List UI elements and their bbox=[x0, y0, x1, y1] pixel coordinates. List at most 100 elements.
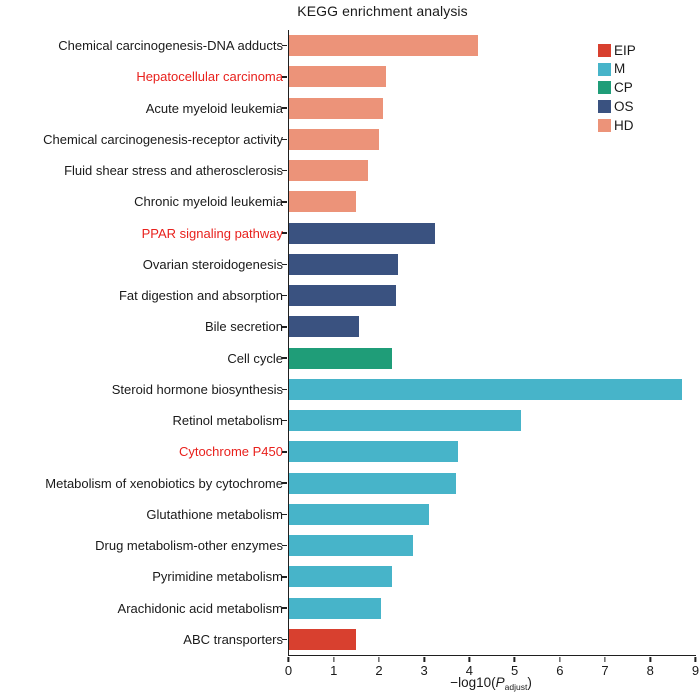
legend-label: M bbox=[614, 61, 626, 77]
legend-item-cp: CP bbox=[598, 79, 636, 98]
x-axis-label-suffix: ) bbox=[527, 675, 532, 690]
bar-os bbox=[288, 253, 398, 275]
category-label: Metabolism of xenobiotics by cytochrome bbox=[45, 475, 283, 491]
bar-hd bbox=[288, 160, 368, 182]
category-label: Cytochrome P450 bbox=[178, 444, 283, 460]
bar-row bbox=[282, 311, 696, 342]
bar-row bbox=[282, 436, 696, 467]
bar-row bbox=[282, 499, 696, 530]
x-tick-group: 8 bbox=[646, 656, 654, 678]
y-axis-tick bbox=[282, 576, 287, 578]
y-axis-tick bbox=[282, 76, 287, 78]
category-label: Cell cycle bbox=[227, 350, 283, 366]
category-label: Fat digestion and absorption bbox=[118, 288, 283, 304]
x-tick-group: 5 bbox=[510, 656, 519, 678]
x-tick-label: 6 bbox=[556, 662, 564, 678]
y-axis-tick bbox=[282, 169, 287, 172]
legend-swatch-icon bbox=[598, 100, 611, 114]
x-axis-label-p: P bbox=[495, 675, 505, 690]
category-labels: Chemical carcinogenesis-DNA adducts Hepat… bbox=[0, 30, 283, 655]
bar-os bbox=[288, 285, 397, 307]
x-tick-group: 9 bbox=[691, 656, 700, 678]
bars-container bbox=[282, 30, 696, 655]
category-label: Arachidonic acid metabolism bbox=[117, 600, 283, 616]
y-axis-tick bbox=[282, 513, 287, 516]
y-axis-tick bbox=[282, 326, 287, 328]
x-tick-group: 2 bbox=[375, 656, 383, 677]
legend-label: HD bbox=[614, 117, 634, 133]
y-axis-tick bbox=[282, 357, 287, 359]
category-label: Steroid hormone biosynthesis bbox=[111, 381, 283, 397]
x-tick-group: 7 bbox=[601, 656, 609, 678]
bar-hd bbox=[288, 191, 357, 213]
category-label: Drug metabolism-other enzymes bbox=[95, 538, 283, 554]
category-label: Ovarian steroidogenesis bbox=[142, 256, 283, 272]
bar-row bbox=[282, 93, 696, 124]
bar-hd bbox=[288, 35, 479, 57]
x-axis-tick bbox=[649, 656, 652, 662]
x-tick-label: 5 bbox=[510, 662, 519, 678]
bar-row bbox=[282, 186, 696, 217]
y-axis-tick bbox=[282, 607, 287, 609]
category-label: Chemical carcinogenesis-receptor activit… bbox=[43, 131, 283, 147]
category-label: Chemical carcinogenesis-DNA adducts bbox=[58, 38, 283, 54]
x-tick-group: 1 bbox=[330, 656, 338, 678]
legend-swatch-icon bbox=[598, 119, 611, 133]
x-tick-group: 3 bbox=[421, 656, 428, 677]
category-label: Bile secretion bbox=[204, 319, 283, 335]
x-tick-label: 8 bbox=[646, 662, 654, 678]
legend-swatch-icon bbox=[598, 62, 611, 76]
legend-label: EIP bbox=[614, 42, 636, 58]
legend-item-m: M bbox=[598, 60, 636, 79]
x-axis-tick bbox=[332, 656, 335, 662]
legend-label: OS bbox=[614, 99, 634, 115]
category-label: Chronic myeloid leukemia bbox=[134, 194, 283, 210]
bar-m bbox=[288, 503, 429, 525]
y-axis-tick bbox=[282, 638, 287, 641]
bar-os bbox=[288, 316, 359, 338]
x-tick-label: 4 bbox=[465, 662, 473, 678]
bar-row bbox=[282, 218, 696, 249]
bar-row bbox=[282, 249, 696, 280]
x-axis-label-subscript: adjust bbox=[504, 682, 528, 692]
y-axis-tick bbox=[282, 419, 287, 422]
x-axis-tick bbox=[378, 656, 380, 662]
bar-row bbox=[282, 593, 696, 624]
bar-m bbox=[288, 410, 522, 432]
bar-row bbox=[282, 124, 696, 155]
bar-row bbox=[282, 624, 696, 655]
category-label: Retinol metabolism bbox=[172, 413, 283, 429]
bar-m bbox=[288, 441, 459, 463]
y-axis-tick bbox=[282, 482, 287, 484]
y-axis-tick bbox=[282, 388, 287, 391]
category-label: Pyrimidine metabolism bbox=[152, 569, 283, 585]
bar-row bbox=[282, 374, 696, 405]
bar-row bbox=[282, 30, 696, 61]
bar-row bbox=[282, 61, 696, 92]
legend-item-eip: EIP bbox=[598, 41, 636, 60]
category-label: Glutathione metabolism bbox=[146, 506, 283, 522]
x-tick-group: 4 bbox=[465, 656, 473, 678]
x-axis-tick bbox=[287, 656, 290, 662]
legend-label: CP bbox=[614, 80, 633, 96]
x-tick-label: 1 bbox=[330, 662, 338, 678]
bar-m bbox=[288, 597, 382, 619]
x-tick-group: 0 bbox=[284, 656, 293, 678]
y-axis-tick bbox=[282, 138, 287, 141]
y-axis-tick bbox=[282, 201, 287, 203]
x-tick-label: 0 bbox=[284, 662, 293, 678]
legend-item-hd: HD bbox=[598, 116, 636, 135]
bar-eip bbox=[288, 628, 357, 650]
bar-cp bbox=[288, 347, 392, 369]
x-axis-label-prefix: −log10( bbox=[450, 675, 496, 690]
bar-row bbox=[282, 405, 696, 436]
y-axis-tick bbox=[282, 107, 287, 109]
legend-swatch-icon bbox=[598, 43, 611, 57]
x-tick-label: 9 bbox=[691, 662, 700, 678]
legend: EIP M CP OS HD bbox=[598, 41, 636, 135]
bar-row bbox=[282, 343, 696, 374]
bar-m bbox=[288, 378, 682, 400]
plot-area: 0 1 2 3 4 5 6 7 8 9 bbox=[282, 30, 699, 677]
x-tick-label: 7 bbox=[601, 662, 609, 678]
